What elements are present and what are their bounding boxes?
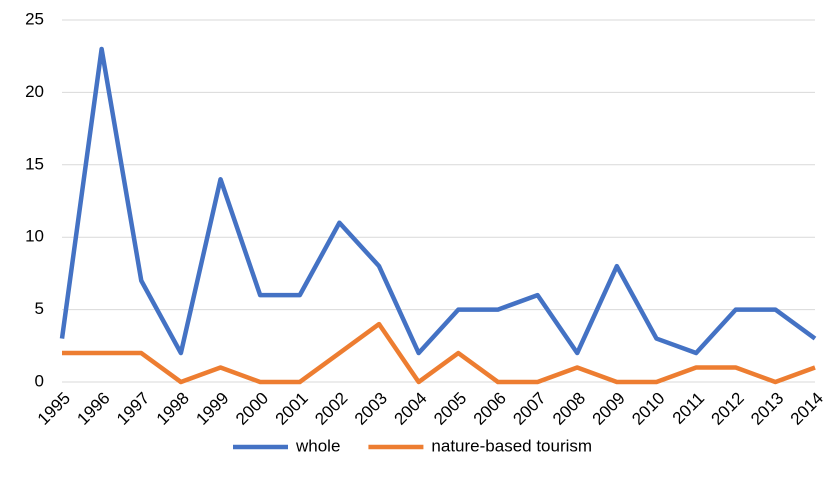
x-tick-label: 2002 — [311, 389, 351, 429]
y-tick-label: 15 — [25, 154, 44, 173]
x-tick-label: 2013 — [747, 389, 787, 429]
x-tick-label: 2012 — [708, 389, 748, 429]
x-tick-label: 1997 — [113, 389, 153, 429]
y-tick-label: 10 — [25, 227, 44, 246]
y-tick-label: 5 — [35, 299, 44, 318]
x-tick-label: 2005 — [430, 389, 470, 429]
x-tick-label: 2001 — [272, 389, 312, 429]
x-tick-label: 2010 — [628, 389, 668, 429]
x-tick-label: 2003 — [351, 389, 391, 429]
x-tick-label: 2006 — [470, 389, 510, 429]
x-tick-label: 2014 — [787, 389, 824, 429]
data-line — [59, 46, 817, 356]
x-tick-label: 2007 — [509, 389, 549, 429]
data-line — [62, 321, 816, 385]
x-tick-label: 1996 — [73, 389, 113, 429]
x-tick-label: 2004 — [391, 389, 431, 429]
y-tick-label: 20 — [25, 82, 44, 101]
x-tick-label: 2000 — [232, 389, 272, 429]
x-tick-label: 2008 — [549, 389, 589, 429]
x-tick-label: 1995 — [34, 389, 74, 429]
legend-label: whole — [295, 436, 340, 455]
y-tick-label: 0 — [35, 371, 44, 390]
legend-label: nature-based tourism — [431, 436, 592, 455]
x-tick-label: 2009 — [589, 389, 629, 429]
x-tick-label: 1999 — [192, 389, 232, 429]
x-tick-label: 2011 — [669, 389, 708, 428]
x-tick-label: 1998 — [153, 389, 193, 429]
y-tick-label: 25 — [25, 9, 44, 28]
